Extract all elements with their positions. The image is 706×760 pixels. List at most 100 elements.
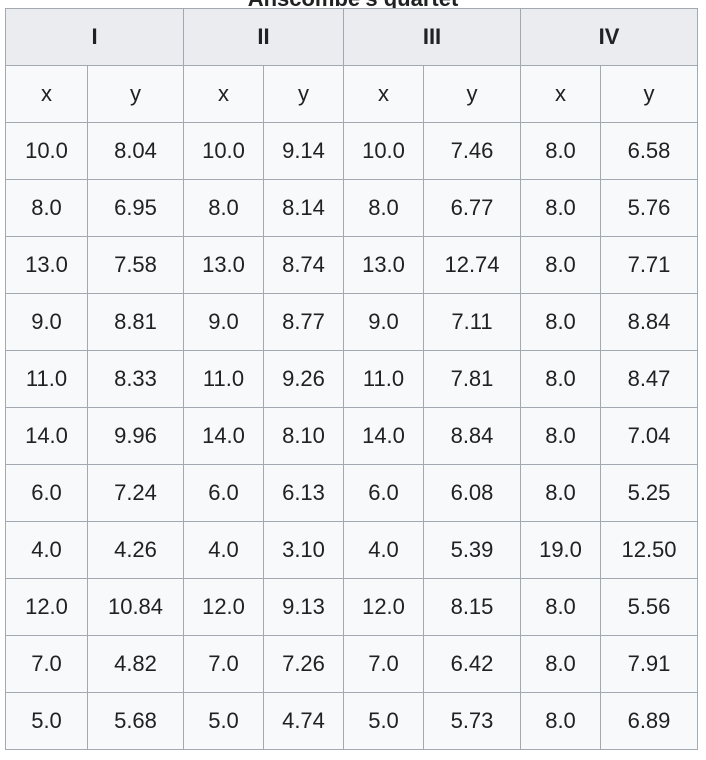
table-cell: 7.0 bbox=[5, 635, 88, 693]
table-cell: 14.0 bbox=[343, 407, 424, 465]
table-cell: 7.71 bbox=[600, 236, 698, 294]
table-cell: 5.0 bbox=[183, 692, 264, 750]
table-cell: 6.0 bbox=[343, 464, 424, 522]
table-cell: 12.74 bbox=[423, 236, 521, 294]
table-cell: 7.46 bbox=[423, 122, 521, 180]
table-cell: 9.0 bbox=[343, 293, 424, 351]
table-row: 11.0 8.33 11.0 9.26 11.0 7.81 8.0 8.47 bbox=[5, 350, 698, 408]
table-cell: 13.0 bbox=[5, 236, 88, 294]
table-cell: 7.24 bbox=[87, 464, 184, 522]
table-row: 6.0 7.24 6.0 6.13 6.0 6.08 8.0 5.25 bbox=[5, 464, 698, 522]
table-cell: 8.0 bbox=[520, 236, 601, 294]
table-cell: 6.77 bbox=[423, 179, 521, 237]
table-cell: 10.0 bbox=[343, 122, 424, 180]
table-cell: 6.13 bbox=[263, 464, 344, 522]
table-cell: 8.74 bbox=[263, 236, 344, 294]
table-cell: 5.0 bbox=[343, 692, 424, 750]
subheader-y: y bbox=[263, 65, 344, 123]
table-cell: 6.0 bbox=[183, 464, 264, 522]
subheader-y: y bbox=[87, 65, 184, 123]
table-cell: 5.68 bbox=[87, 692, 184, 750]
table-cell: 5.0 bbox=[5, 692, 88, 750]
table-cell: 14.0 bbox=[5, 407, 88, 465]
table-cell: 8.15 bbox=[423, 578, 521, 636]
table-cell: 8.0 bbox=[520, 578, 601, 636]
table-cell: 4.0 bbox=[343, 521, 424, 579]
table-cell: 10.0 bbox=[183, 122, 264, 180]
table-cell: 7.0 bbox=[343, 635, 424, 693]
table-cell: 5.25 bbox=[600, 464, 698, 522]
table-cell: 8.0 bbox=[520, 122, 601, 180]
table-caption: Anscombe's quartet bbox=[0, 0, 706, 12]
table-cell: 13.0 bbox=[183, 236, 264, 294]
table-cell: 19.0 bbox=[520, 521, 601, 579]
group-header-row: I II III IV bbox=[5, 8, 698, 66]
table-cell: 6.58 bbox=[600, 122, 698, 180]
table-cell: 8.77 bbox=[263, 293, 344, 351]
table-cell: 5.39 bbox=[423, 521, 521, 579]
table-cell: 13.0 bbox=[343, 236, 424, 294]
table-cell: 8.0 bbox=[183, 179, 264, 237]
table-body: 10.0 8.04 10.0 9.14 10.0 7.46 8.0 6.58 8.0 6.95 8.… bbox=[5, 122, 698, 750]
subheader-x: x bbox=[343, 65, 424, 123]
table-row: 9.0 8.81 9.0 8.77 9.0 7.11 8.0 8.84 bbox=[5, 293, 698, 351]
table-cell: 8.0 bbox=[5, 179, 88, 237]
table-cell: 6.0 bbox=[5, 464, 88, 522]
group-header-iv: IV bbox=[520, 8, 698, 66]
table-cell: 11.0 bbox=[343, 350, 424, 408]
table-cell: 8.84 bbox=[423, 407, 521, 465]
table-cell: 10.0 bbox=[5, 122, 88, 180]
table-cell: 8.14 bbox=[263, 179, 344, 237]
group-header-ii: II bbox=[183, 8, 344, 66]
table-row: 13.0 7.58 13.0 8.74 13.0 12.74 8.0 7.71 bbox=[5, 236, 698, 294]
table-cell: 8.0 bbox=[520, 407, 601, 465]
table-row: 4.0 4.26 4.0 3.10 4.0 5.39 19.0 12.50 bbox=[5, 521, 698, 579]
table-cell: 7.91 bbox=[600, 635, 698, 693]
group-header-iii: III bbox=[343, 8, 521, 66]
table-cell: 6.08 bbox=[423, 464, 521, 522]
table-cell: 7.04 bbox=[600, 407, 698, 465]
table-cell: 4.0 bbox=[5, 521, 88, 579]
table-cell: 8.0 bbox=[520, 464, 601, 522]
table-cell: 8.04 bbox=[87, 122, 184, 180]
table-cell: 9.0 bbox=[5, 293, 88, 351]
table-cell: 7.26 bbox=[263, 635, 344, 693]
table-cell: 6.95 bbox=[87, 179, 184, 237]
table-cell: 8.81 bbox=[87, 293, 184, 351]
table-cell: 9.14 bbox=[263, 122, 344, 180]
table-cell: 11.0 bbox=[183, 350, 264, 408]
table-cell: 7.81 bbox=[423, 350, 521, 408]
table-cell: 10.84 bbox=[87, 578, 184, 636]
table-cell: 8.33 bbox=[87, 350, 184, 408]
table-cell: 9.26 bbox=[263, 350, 344, 408]
table-row: 12.0 10.84 12.0 9.13 12.0 8.15 8.0 5.56 bbox=[5, 578, 698, 636]
table-cell: 12.0 bbox=[183, 578, 264, 636]
table-cell: 9.96 bbox=[87, 407, 184, 465]
table-row: 7.0 4.82 7.0 7.26 7.0 6.42 8.0 7.91 bbox=[5, 635, 698, 693]
subheader-y: y bbox=[600, 65, 698, 123]
table-cell: 5.56 bbox=[600, 578, 698, 636]
table-cell: 4.74 bbox=[263, 692, 344, 750]
table-cell: 7.11 bbox=[423, 293, 521, 351]
table-cell: 9.0 bbox=[183, 293, 264, 351]
table-cell: 8.47 bbox=[600, 350, 698, 408]
table-cell: 11.0 bbox=[5, 350, 88, 408]
table-cell: 7.0 bbox=[183, 635, 264, 693]
table-cell: 4.26 bbox=[87, 521, 184, 579]
table-cell: 5.76 bbox=[600, 179, 698, 237]
subheader-x: x bbox=[5, 65, 88, 123]
table-cell: 14.0 bbox=[183, 407, 264, 465]
table-cell: 8.0 bbox=[520, 350, 601, 408]
subheader-x: x bbox=[183, 65, 264, 123]
table-cell: 8.10 bbox=[263, 407, 344, 465]
table-row: 5.0 5.68 5.0 4.74 5.0 5.73 8.0 6.89 bbox=[5, 692, 698, 750]
table-cell: 8.0 bbox=[343, 179, 424, 237]
table-cell: 8.0 bbox=[520, 293, 601, 351]
table-row: 8.0 6.95 8.0 8.14 8.0 6.77 8.0 5.76 bbox=[5, 179, 698, 237]
table-cell: 6.42 bbox=[423, 635, 521, 693]
subheader-x: x bbox=[520, 65, 601, 123]
subheader-y: y bbox=[423, 65, 521, 123]
table-cell: 4.82 bbox=[87, 635, 184, 693]
